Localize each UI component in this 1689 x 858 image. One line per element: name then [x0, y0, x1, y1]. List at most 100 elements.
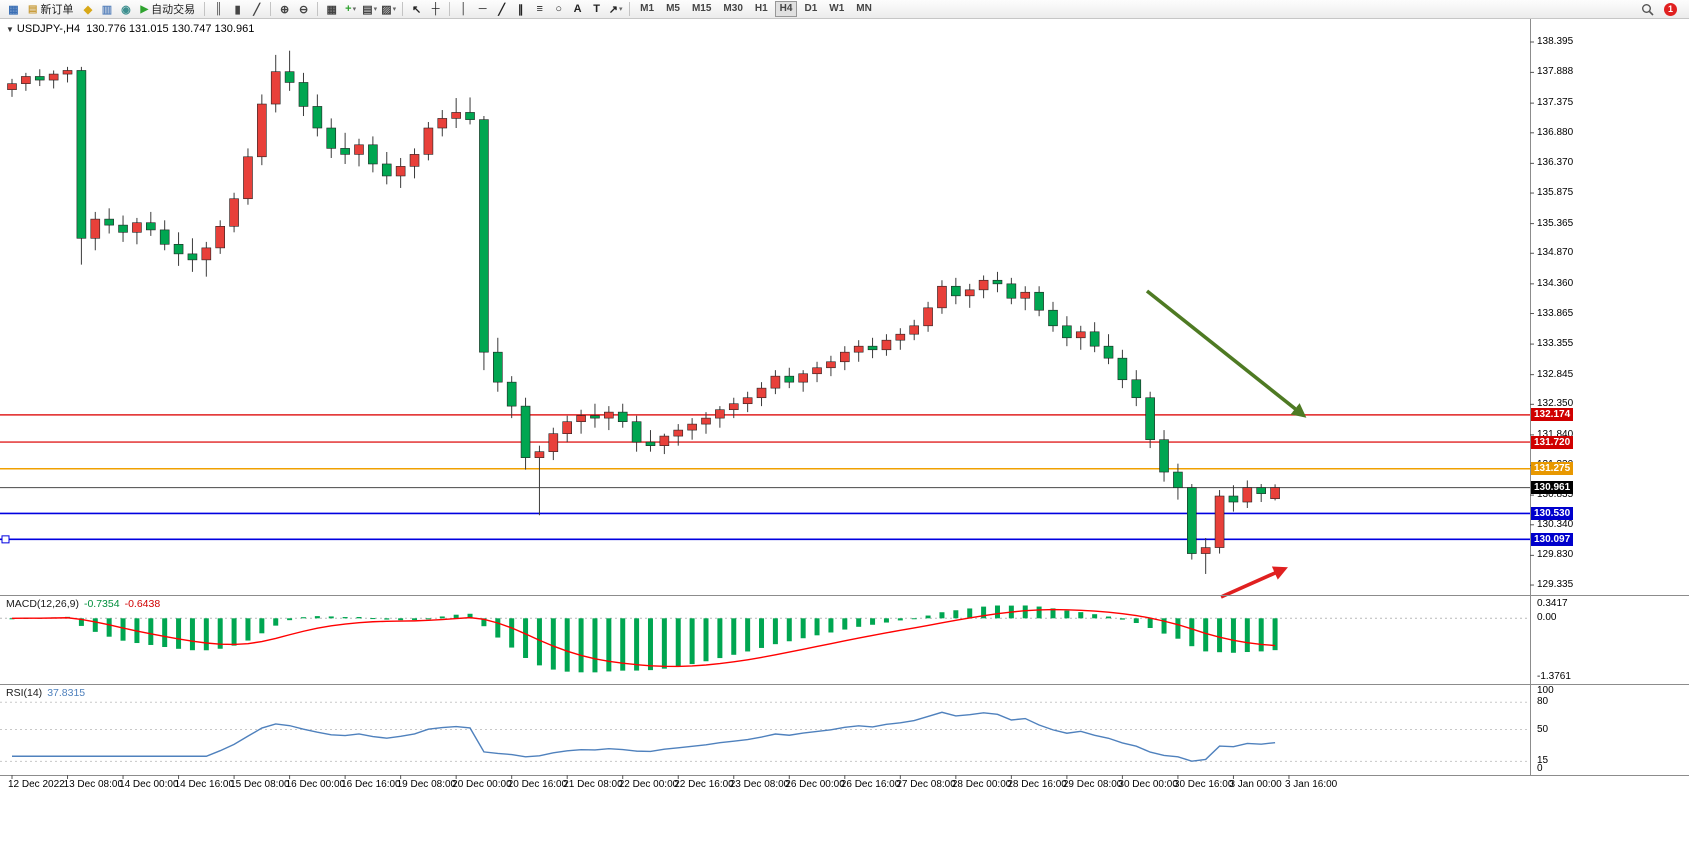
- new-order-button-glyph: ▤: [28, 3, 38, 15]
- macd-histogram-bar: [828, 618, 834, 633]
- chart-window-icon[interactable]: ▦: [5, 1, 22, 17]
- macd-histogram-bar: [106, 618, 112, 637]
- macd-histogram-bar: [1064, 610, 1070, 619]
- dropdown-caret-icon[interactable]: ▾: [373, 6, 378, 13]
- shapes-icon-glyph: ○: [555, 3, 562, 15]
- timeframe-m5-button[interactable]: M5: [666, 3, 680, 14]
- macd-histogram-bar: [800, 618, 806, 639]
- annotations-layer: [1145, 289, 1307, 599]
- timeframe-w1-button[interactable]: W1: [829, 3, 845, 14]
- macd-histogram-bar: [287, 618, 293, 621]
- macd-histogram-bar: [647, 618, 653, 671]
- macd-histogram-bar: [1230, 618, 1236, 653]
- tile-windows-icon[interactable]: ▦: [323, 1, 340, 17]
- zoom-out-icon[interactable]: ⊖: [295, 1, 312, 17]
- expert-advisors-icon[interactable]: ◆: [79, 1, 96, 17]
- bear-candle: [867, 345, 878, 351]
- macd-histogram-bar: [453, 614, 459, 619]
- indicators-icon-glyph: +: [345, 3, 352, 15]
- bull-candle: [742, 397, 753, 405]
- timeframe-h4-button[interactable]: H4: [774, 1, 798, 17]
- bull-candle: [964, 289, 975, 297]
- zoom-in-icon[interactable]: ⊕: [276, 1, 293, 17]
- macd-histogram-bar: [328, 616, 334, 619]
- macd-histogram-bar: [412, 618, 418, 620]
- symbol-menu-icon[interactable]: ▼: [6, 25, 14, 34]
- trendline-icon[interactable]: ╱: [493, 1, 510, 17]
- reversal-arrow[interactable]: [1220, 566, 1288, 599]
- search-icon[interactable]: [1639, 1, 1656, 17]
- timeframe-h1-button[interactable]: H1: [754, 3, 768, 14]
- bear-candle: [381, 163, 392, 177]
- arrows-tool-icon[interactable]: ↗ ▾: [607, 1, 624, 17]
- horizontal-line-icon[interactable]: ─: [474, 1, 491, 17]
- timeframe-d1-button[interactable]: D1: [804, 3, 818, 14]
- timeframe-mn-button[interactable]: MN: [856, 3, 872, 14]
- vertical-line-icon[interactable]: │: [455, 1, 472, 17]
- cursor-icon[interactable]: ↖: [408, 1, 425, 17]
- macd-histogram-bar: [1133, 618, 1139, 624]
- dropdown-caret-icon[interactable]: ▾: [392, 6, 397, 13]
- price-scale[interactable]: [1530, 19, 1689, 775]
- macd-histogram-bar: [1078, 612, 1084, 619]
- candlestick-chart-icon[interactable]: ▮: [229, 1, 246, 17]
- bull-candle: [562, 421, 573, 434]
- bull-candle: [48, 73, 59, 81]
- text-label-icon[interactable]: T: [588, 1, 605, 17]
- toolbar-items: ▦ ▤ 新订单 ◆ ▥ ◉ ▶ 自动交易 ║ ▮ ╱ ⊕ ⊖ ▦ + ▾ ▤ ▾ ▨ ▾ ↖ ┼ │ ─ ╱ ∥ ≡ ○ A T ↗ ▾ M1 M…: [4, 1, 878, 17]
- time-scale[interactable]: [0, 775, 1530, 797]
- bull-candle: [1270, 487, 1280, 499]
- macd-histogram-bar: [148, 618, 154, 645]
- notification-badge[interactable]: 1: [1664, 2, 1677, 16]
- macd-histogram-bar: [9, 618, 15, 620]
- bull-candle: [534, 451, 545, 458]
- line-chart-icon[interactable]: ╱: [248, 1, 265, 17]
- timeframe-m15-button[interactable]: M15: [691, 3, 712, 14]
- dropdown-caret-icon[interactable]: ▾: [619, 6, 623, 13]
- equidistant-channel-icon[interactable]: ∥: [512, 1, 529, 17]
- bear-candle: [1117, 357, 1128, 381]
- macd-histogram-bar: [786, 618, 792, 642]
- bull-candle: [853, 345, 864, 353]
- macd-histogram-bar: [675, 618, 681, 667]
- bear-candle: [506, 381, 517, 407]
- bear-candle: [1173, 471, 1183, 488]
- downtrend-arrow[interactable]: [1145, 289, 1307, 418]
- bar-chart-icon[interactable]: ║: [210, 1, 227, 17]
- macd-histogram-bar: [634, 618, 640, 671]
- indicators-icon[interactable]: + ▾: [342, 1, 359, 17]
- macd-histogram-bar: [759, 618, 765, 648]
- macd-histogram-bar: [189, 618, 195, 651]
- line-anchor-handle[interactable]: [1, 535, 10, 544]
- hlines-layer: [0, 414, 1530, 544]
- bull-candle: [937, 285, 947, 309]
- templates-icon[interactable]: ▨ ▾: [380, 1, 397, 17]
- chart-title-symbol: USDJPY-,H4: [16, 23, 81, 35]
- bull-candle: [215, 226, 225, 249]
- new-order-button[interactable]: ▤ 新订单: [23, 1, 78, 17]
- bull-candle: [1200, 547, 1211, 554]
- fibonacci-icon[interactable]: ≡: [531, 1, 548, 17]
- bull-candle: [576, 415, 586, 423]
- bear-candle: [173, 243, 184, 255]
- text-icon[interactable]: A: [569, 1, 586, 17]
- macd-histogram-bar: [1119, 618, 1125, 620]
- bull-candle: [423, 127, 434, 155]
- macd-histogram-bar: [745, 618, 751, 652]
- autotrade-button[interactable]: ▶ 自动交易: [135, 1, 200, 17]
- crosshair-icon[interactable]: ┼: [427, 1, 444, 17]
- print-icon[interactable]: ▥: [98, 1, 115, 17]
- fibonacci-icon-glyph: ≡: [536, 3, 543, 15]
- timeframe-m30-button[interactable]: M30: [723, 3, 743, 14]
- macd-histogram-bar: [1258, 618, 1264, 652]
- bull-candle: [548, 433, 559, 452]
- toolbar-separator: [402, 2, 404, 16]
- dropdown-caret-icon[interactable]: ▾: [352, 6, 357, 13]
- refresh-icon[interactable]: ◉: [117, 1, 134, 17]
- timeframe-m1-button[interactable]: M1: [640, 3, 655, 14]
- periods-icon[interactable]: ▤ ▾: [361, 1, 378, 17]
- shapes-icon[interactable]: ○: [550, 1, 567, 17]
